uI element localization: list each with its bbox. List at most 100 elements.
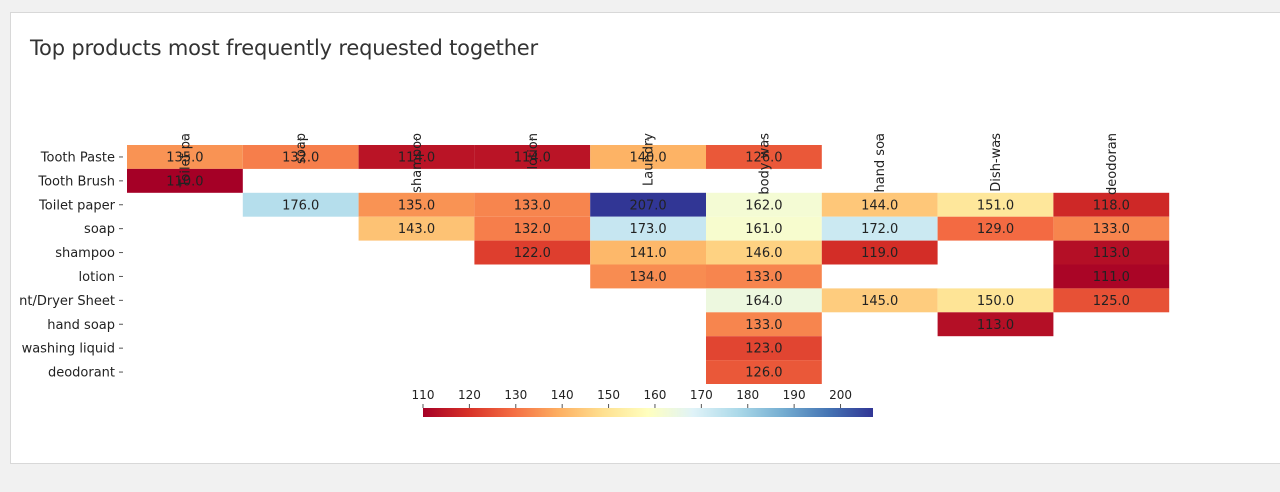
colorbar-tick-label: 120 [458,388,481,402]
heatmap-cell [706,360,822,384]
cell-value-label: 118.0 [1093,198,1130,213]
row-label: Toilet paper [38,198,116,213]
cell-value-label: 207.0 [629,198,666,213]
heatmap-cell [474,145,591,169]
colorbar [423,408,873,417]
cell-value-label: 113.0 [1093,246,1130,261]
cell-value-label: 133.0 [514,198,551,213]
heatmap-cell [474,240,591,265]
cell-value-label: 110.0 [166,174,203,189]
cell-value-label: 129.0 [977,222,1014,237]
cell-value-label: 126.0 [745,150,782,165]
heatmap-cell [937,288,1054,313]
cell-value-label: 134.0 [629,270,666,285]
heatmap-cell [358,216,475,241]
heatmap-cell [1053,288,1170,313]
cell-value-label: 133.0 [745,270,782,285]
cell-value-label: 140.0 [629,150,666,165]
heatmap-cell [821,240,938,265]
row-label: nt/Dryer Sheet [19,294,115,309]
heatmap-cell [127,145,243,169]
row-label: hand soap [47,318,115,333]
colorbar-tick-label: 140 [551,388,574,402]
heatmap-cell [590,192,706,217]
heatmap-cell [706,216,822,241]
cell-value-label: 145.0 [861,294,898,309]
cell-value-label: 143.0 [398,222,435,237]
row-label: deodorant [48,366,115,381]
row-label: soap [84,222,115,237]
cell-value-label: 173.0 [629,222,666,237]
heatmap-cell [1053,216,1170,241]
heatmap-cell [821,216,938,241]
column-label: lotion [526,133,541,169]
heatmap-cell [1053,264,1170,289]
heatmap-cell [590,264,706,289]
cell-value-label: 133.0 [1093,222,1130,237]
colorbar-tick-label: 150 [597,388,620,402]
colorbar-tick-label: 180 [736,388,759,402]
heatmap-cell [706,192,822,217]
cell-value-label: 161.0 [745,222,782,237]
heatmap-cell [706,240,822,265]
heatmap-cell [590,240,706,265]
cell-value-label: 146.0 [745,246,782,261]
cell-value-label: 135.0 [166,150,203,165]
cell-value-label: 162.0 [745,198,782,213]
heatmap-cell [706,312,822,337]
cell-value-label: 132.0 [514,222,551,237]
cell-value-label: 114.0 [398,150,435,165]
heatmap-cell [242,145,359,169]
colorbar-tick-label: 110 [412,388,435,402]
cell-value-label: 164.0 [745,294,782,309]
heatmap-cell [242,192,359,217]
heatmap-cell [1053,192,1170,217]
heatmap-cell [937,312,1054,337]
cell-value-label: 176.0 [282,198,319,213]
cell-value-label: 123.0 [745,342,782,357]
column-label: soap [294,133,309,164]
cell-value-label: 144.0 [861,198,898,213]
colorbar-tick-label: 160 [644,388,667,402]
heatmap-cell [590,145,706,169]
colorbar-tick-label: 130 [504,388,527,402]
column-label: Laundry [642,133,657,186]
heatmap-cell [1053,240,1170,265]
column-label: Toilet pa [178,133,193,188]
cell-value-label: 141.0 [629,246,666,261]
cell-value-label: 132.0 [282,150,319,165]
heatmap-cell [937,192,1054,217]
cell-value-label: 122.0 [514,246,551,261]
cell-value-label: 133.0 [745,318,782,333]
cell-value-label: 125.0 [1093,294,1130,309]
heatmap-cell [706,145,822,169]
column-label: hand soa [873,133,888,193]
cell-value-label: 113.0 [977,318,1014,333]
row-label: shampoo [55,246,115,261]
heatmap-cell [474,216,591,241]
column-label: Dish-was [989,133,1004,192]
heatmap-cell [821,192,938,217]
heatmap-cell [706,264,822,289]
column-label: shampoo [410,133,425,193]
row-label: Tooth Brush [37,174,115,189]
heatmap-cell [358,145,475,169]
cell-value-label: 119.0 [861,246,898,261]
colorbar-tick-label: 170 [690,388,713,402]
row-label: washing liquid [22,342,115,357]
heatmap-cell [127,168,243,193]
heatmap-cell [474,192,591,217]
row-label: Tooth Paste [40,150,115,165]
colorbar-tick-label: 200 [829,388,852,402]
cell-value-label: 172.0 [861,222,898,237]
heatmap-cell [358,192,475,217]
heatmap-cell [706,336,822,361]
heatmap-cell [706,288,822,313]
cell-value-label: 111.0 [1093,270,1130,285]
column-label: body was [757,133,772,195]
cell-value-label: 126.0 [745,366,782,381]
row-label: lotion [79,270,115,285]
cell-value-label: 114.0 [514,150,551,165]
heatmap-cell [821,288,938,313]
